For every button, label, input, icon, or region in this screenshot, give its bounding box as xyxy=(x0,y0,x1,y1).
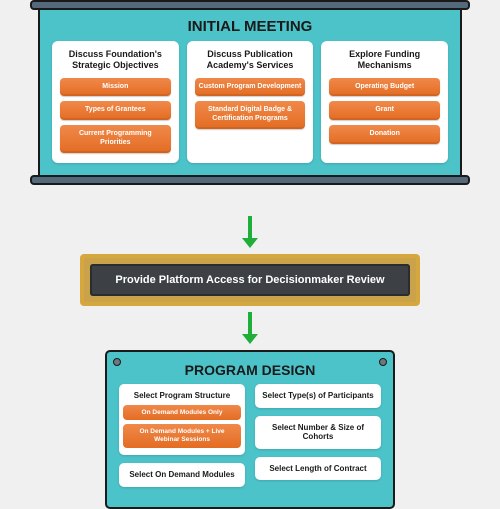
column-title: Explore Funding Mechanisms xyxy=(327,49,442,72)
board2-right-col: Select Type(s) of Participants Select Num… xyxy=(255,384,381,487)
design-card: Select Number & Size of Cohorts xyxy=(255,416,381,449)
pill-item: Standard Digital Badge & Certification P… xyxy=(195,101,306,129)
pill-item: Donation xyxy=(329,125,440,144)
board-columns: Discuss Foundation's Strategic Objective… xyxy=(52,41,448,163)
board2-title: PROGRAM DESIGN xyxy=(119,362,381,378)
pill-item: On Demand Modules Only xyxy=(123,405,241,421)
column-title: Discuss Publication Academy's Services xyxy=(193,49,308,72)
pill-item: On Demand Modules + Live Webinar Session… xyxy=(123,424,241,448)
mid-text: Provide Platform Access for Decisionmake… xyxy=(90,264,410,296)
pill-item: Grant xyxy=(329,101,440,120)
flow-arrow-1 xyxy=(248,216,252,240)
design-card: Select Length of Contract xyxy=(255,457,381,481)
column-card: Explore Funding Mechanisms Operating Budg… xyxy=(321,41,448,163)
design-card: Select Program Structure On Demand Module… xyxy=(119,384,245,455)
column-card: Discuss Publication Academy's Services Cu… xyxy=(187,41,314,163)
program-design-board: PROGRAM DESIGN Select Program Structure O… xyxy=(105,350,395,509)
flow-arrow-2 xyxy=(248,312,252,336)
design-card-title: Select Number & Size of Cohorts xyxy=(259,423,377,442)
board2-columns: Select Program Structure On Demand Module… xyxy=(119,384,381,487)
board-panel: INITIAL MEETING Discuss Foundation's Str… xyxy=(38,10,462,175)
column-title: Discuss Foundation's Strategic Objective… xyxy=(58,49,173,72)
initial-meeting-board: INITIAL MEETING Discuss Foundation's Str… xyxy=(38,0,462,185)
board2-panel: PROGRAM DESIGN Select Program Structure O… xyxy=(105,350,395,509)
design-card: Select Type(s) of Participants xyxy=(255,384,381,408)
board-title: INITIAL MEETING xyxy=(52,18,448,35)
board2-left-col: Select Program Structure On Demand Module… xyxy=(119,384,245,487)
pill-item: Operating Budget xyxy=(329,78,440,97)
design-card-title: Select Type(s) of Participants xyxy=(259,391,377,401)
mid-frame: Provide Platform Access for Decisionmake… xyxy=(80,254,420,306)
pill-item: Types of Grantees xyxy=(60,101,171,120)
pill-item: Mission xyxy=(60,78,171,97)
design-card-title: Select Length of Contract xyxy=(259,464,377,474)
board-bottom-bar xyxy=(30,175,470,185)
board-top-bar xyxy=(30,0,470,10)
screw-icon xyxy=(113,358,121,366)
pill-item: Current Programming Priorities xyxy=(60,125,171,153)
design-card: Select On Demand Modules xyxy=(119,463,245,487)
design-card-title: Select Program Structure xyxy=(123,391,241,401)
screw-icon xyxy=(379,358,387,366)
pill-item: Custom Program Development xyxy=(195,78,306,97)
platform-access-box: Provide Platform Access for Decisionmake… xyxy=(80,254,420,306)
column-card: Discuss Foundation's Strategic Objective… xyxy=(52,41,179,163)
design-card-title: Select On Demand Modules xyxy=(123,470,241,480)
